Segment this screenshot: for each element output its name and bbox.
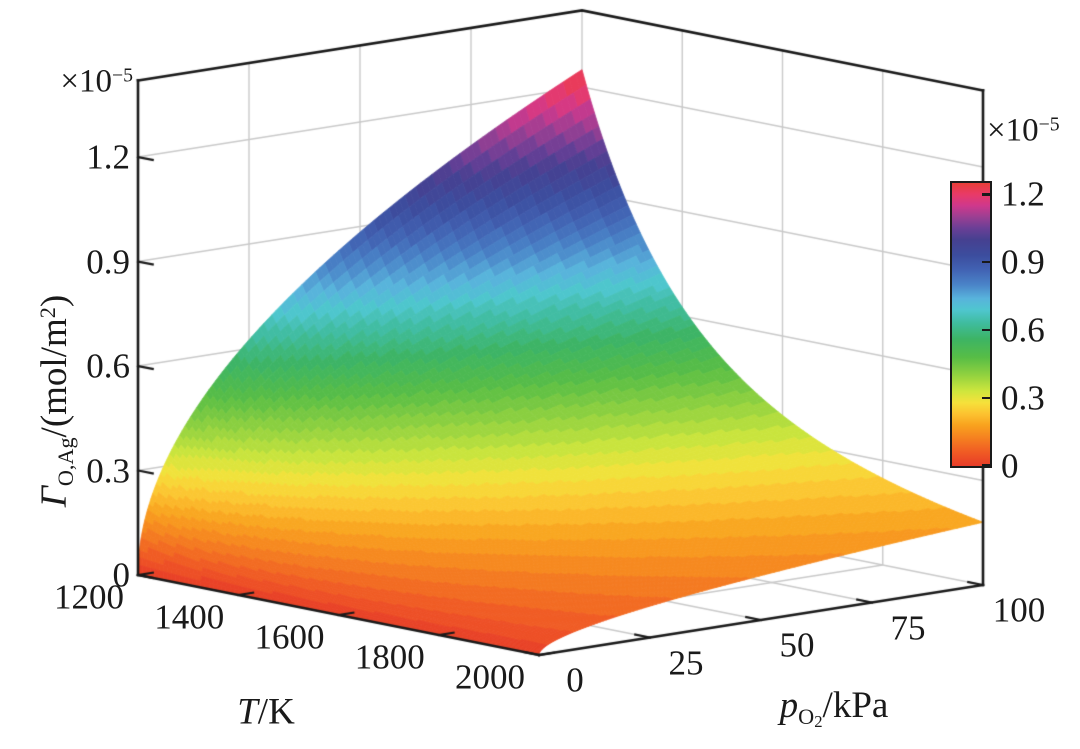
y-title-units: /kPa [822,685,889,727]
z-axis-multiplier: ×10−5 [60,63,133,100]
y-axis-tick-label: 100 [992,590,1046,630]
z-title-units-close: ) [34,294,76,308]
z-axis-tick-label: 0.9 [86,242,130,282]
colorbar-tick-label: 0 [1001,446,1019,486]
z-title-symbol: Γ [34,486,76,508]
y-axis-tick-label: 25 [668,643,704,682]
colorbar-tick-label: 1.2 [1001,174,1045,214]
y-title-subscript: O [798,703,815,729]
z-axis-tick-label: 1.2 [86,137,130,177]
x-axis-tick-label: 1600 [254,617,325,657]
multiplier-base: ×10 [987,112,1039,149]
z-axis-tick-label: 0.3 [86,451,130,490]
y-axis-title: pO2/kPa [780,687,889,731]
z-axis-tick-label: 0.6 [86,346,130,386]
z-title-subscript: O,Ag [52,437,78,487]
colorbar-tick [982,193,990,196]
z-title-exponent: 2 [35,307,60,319]
colorbar-tick [982,396,990,400]
x-axis-tick-label: 1400 [154,597,225,637]
colorbar-tick [982,328,990,332]
x-title-symbol: T [237,691,258,733]
x-axis-tick-label: 1800 [354,637,425,677]
x-title-units: /K [257,691,295,733]
multiplier-exponent: −5 [1038,113,1060,136]
x-axis-tick-label: 2000 [455,657,525,697]
multiplier-base: ×10 [60,63,112,100]
colorbar-tick [982,463,990,466]
y-title-symbol: p [779,685,799,727]
y-axis-tick-label: 50 [779,625,815,665]
colorbar-tick-label: 0.3 [1001,378,1045,418]
y-axis-tick-label: 0 [566,660,584,700]
y-axis-tick-label: 75 [890,608,926,647]
z-title-units: /(mol/m [34,318,76,438]
z-axis-tick-label: 0 [112,555,131,595]
colorbar-gradient [950,181,992,468]
colorbar-tick-label: 0.9 [1001,242,1045,282]
multiplier-exponent: −5 [111,64,133,87]
y-title-subscript-2: 2 [814,712,823,732]
x-axis-tick-label: 1200 [54,577,124,617]
colorbar-tick [982,260,990,264]
colorbar-tick-label: 0.6 [1001,310,1045,350]
x-axis-title: T/K [237,694,295,731]
colorbar-multiplier: ×10−5 [987,112,1060,149]
z-axis-title: ΓO,Ag/(mol/m2) [28,223,78,579]
